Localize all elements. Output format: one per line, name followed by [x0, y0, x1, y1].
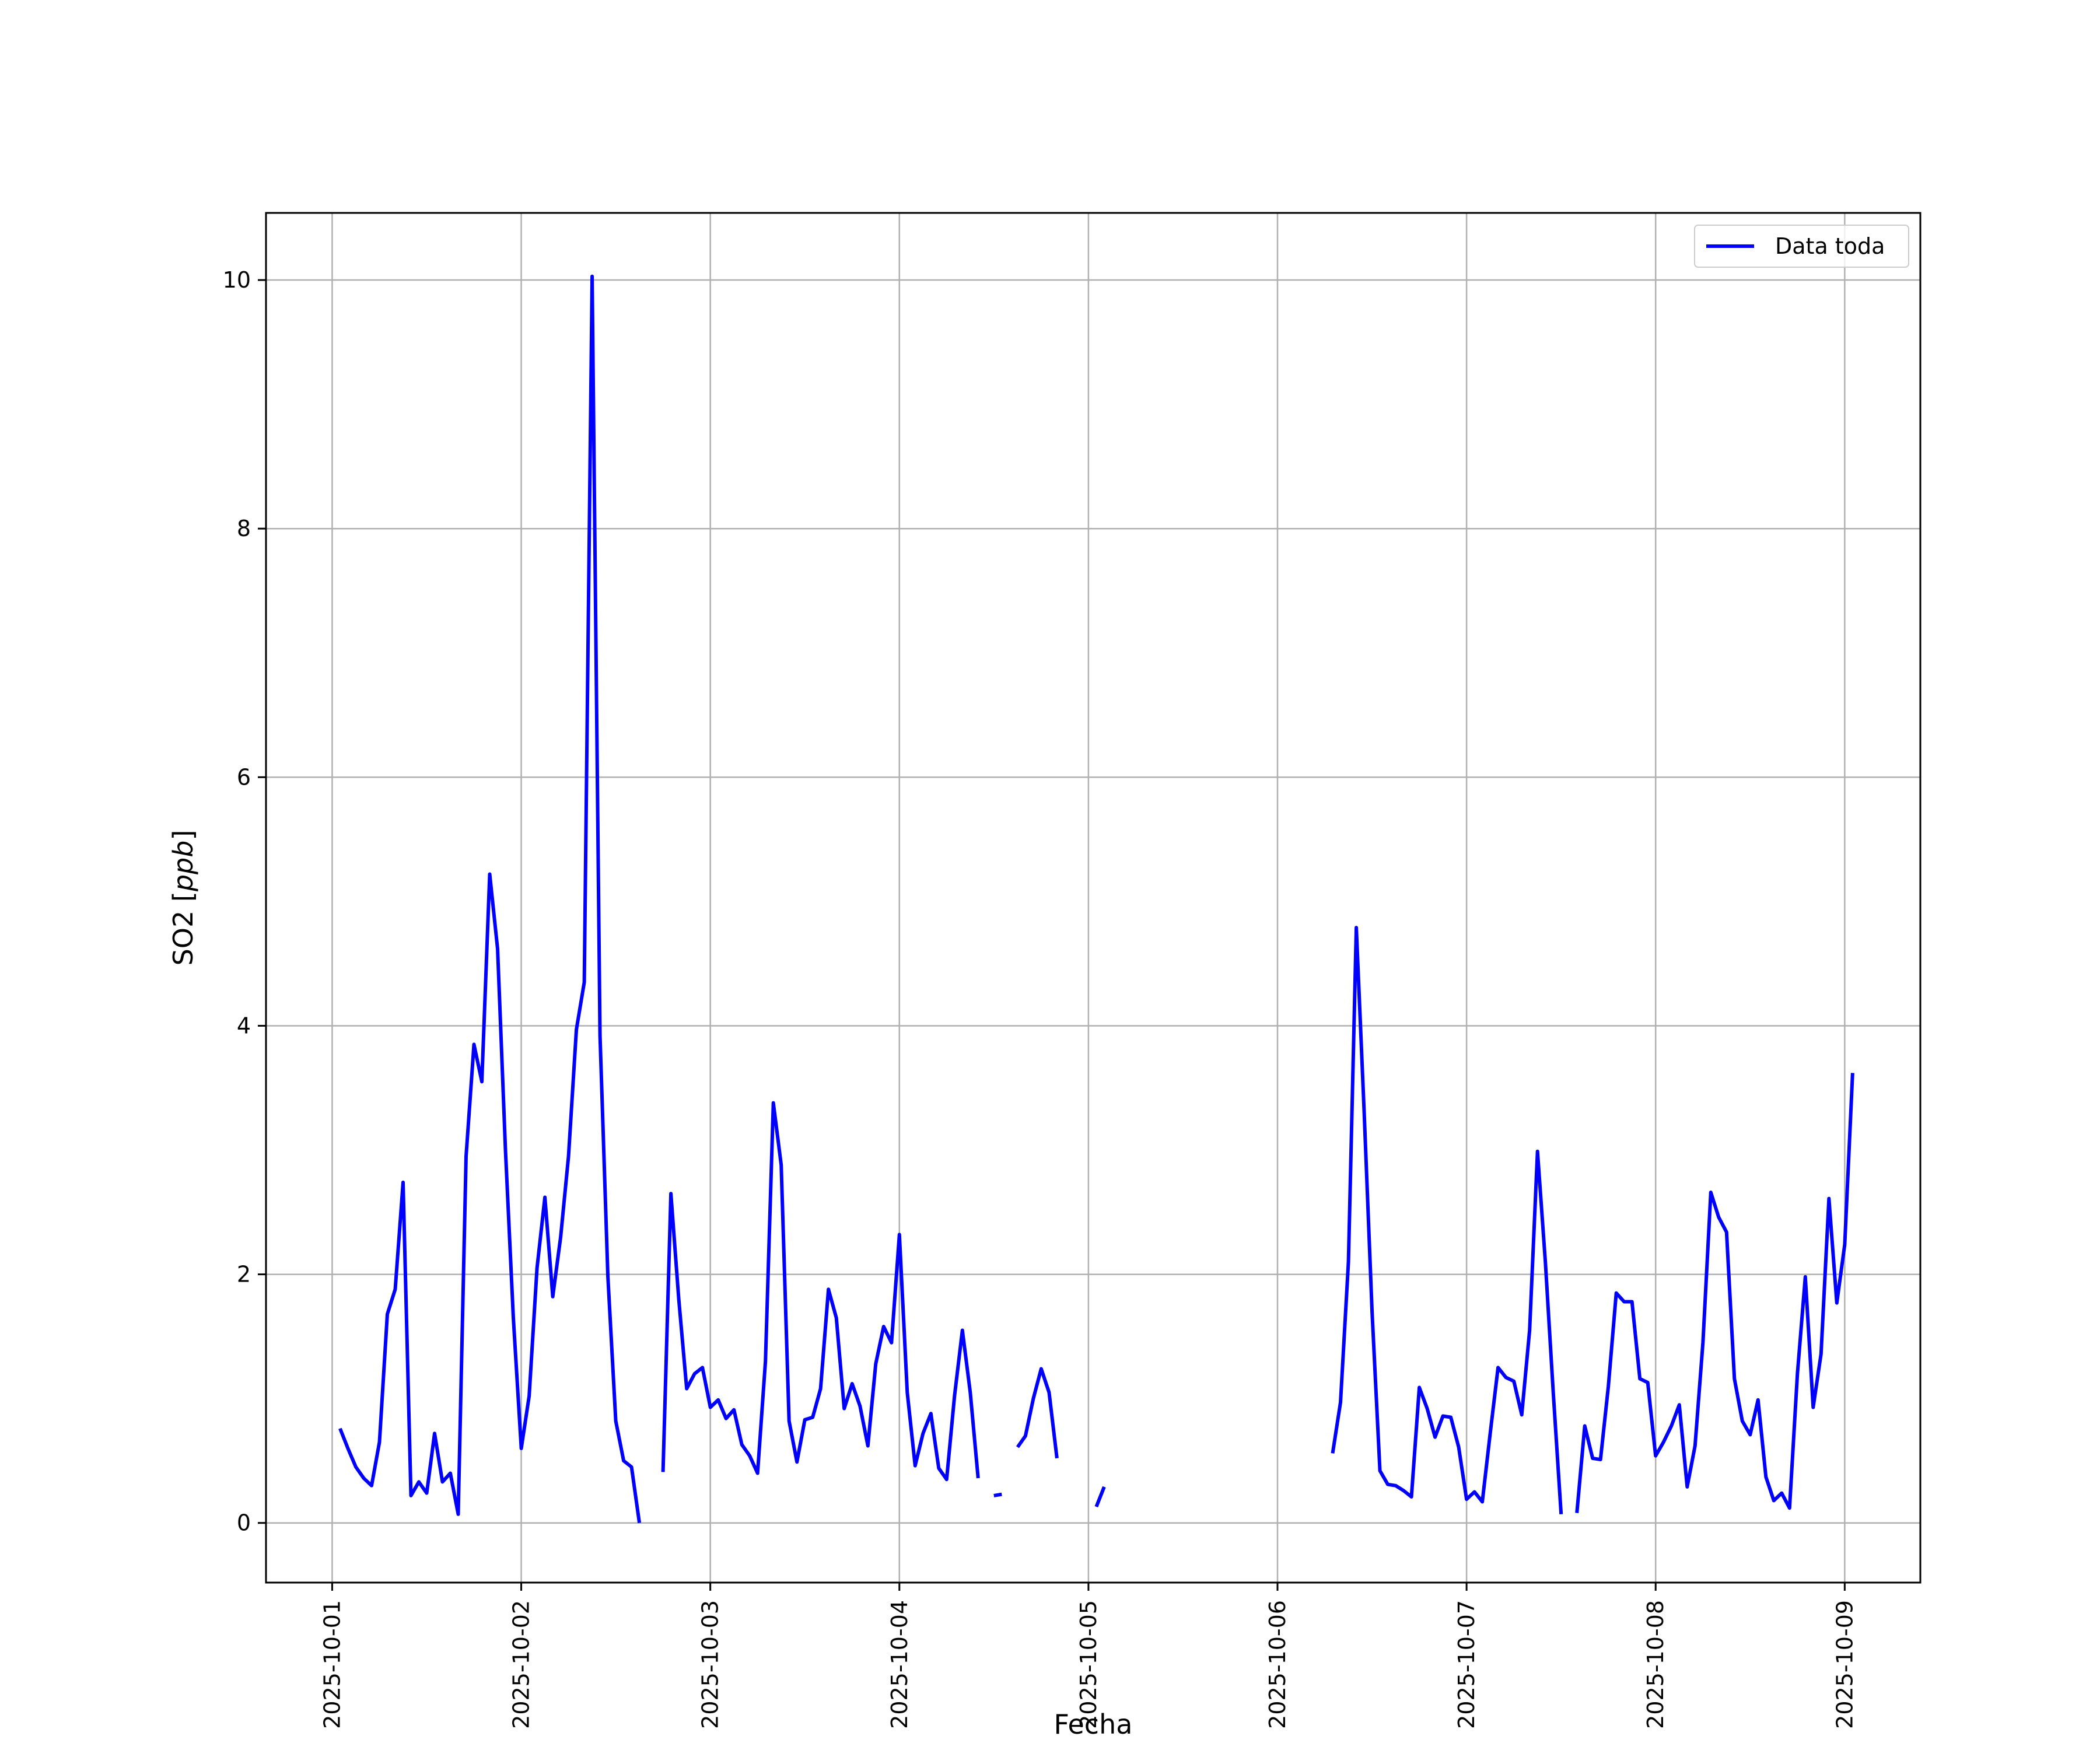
y-axis-label-main: SO2 [: [167, 891, 199, 965]
y-tick-label: 4: [237, 1013, 251, 1038]
y-axis-label-close: ]: [167, 830, 199, 841]
x-tick-label: 2025-10-03: [698, 1600, 723, 1729]
y-axis-label-unit: ppb: [167, 841, 199, 892]
series-line-segment: [1331, 926, 1563, 1514]
legend-box: [1694, 225, 1909, 268]
y-tick-label: 0: [237, 1510, 251, 1536]
series-line-segment: [338, 274, 642, 1524]
x-tick-label: 2025-10-07: [1454, 1600, 1479, 1729]
y-tick-label: 2: [237, 1262, 251, 1287]
grid-lines: [266, 213, 1920, 1583]
x-tick-label: 2025-10-01: [319, 1600, 345, 1729]
y-tick-label: 8: [237, 516, 251, 541]
x-tick-label: 2025-10-05: [1076, 1600, 1101, 1729]
x-axis-label: Fecha: [1054, 1709, 1133, 1740]
x-axis-ticks: 2025-10-01 2025-10-02 2025-10-03 2025-10-04…: [319, 1583, 1857, 1729]
x-tick-label: 2025-10-09: [1832, 1600, 1857, 1729]
legend-label-data-toda: Data toda: [1775, 233, 1885, 259]
legend: Data toda: [1694, 225, 1909, 268]
series-line-segment: [993, 1492, 1002, 1497]
series-data-toda: [338, 274, 1854, 1524]
y-tick-label: 10: [223, 267, 251, 293]
series-line-segment: [1575, 1073, 1854, 1513]
x-tick-label: 2025-10-08: [1643, 1600, 1668, 1729]
plot-area-frame: [265, 212, 1922, 1584]
x-tick-label: 2025-10-04: [887, 1600, 912, 1729]
x-tick-label: 2025-10-06: [1265, 1600, 1290, 1729]
y-axis-label: SO2 [ppb]: [167, 830, 199, 966]
series-line-segment: [661, 1101, 980, 1482]
y-axis-ticks: 0 2 4 6 8 10: [223, 267, 266, 1536]
series-line-segment: [1016, 1367, 1059, 1459]
y-tick-label: 6: [237, 764, 251, 790]
x-tick-label: 2025-10-02: [509, 1600, 534, 1729]
series-line-segment: [1094, 1486, 1106, 1508]
